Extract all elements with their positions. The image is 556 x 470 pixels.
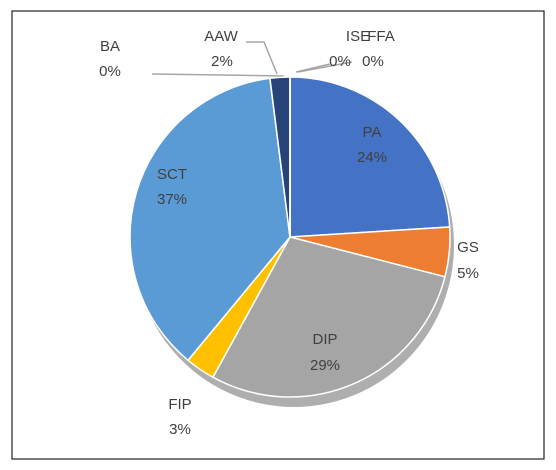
leader-line	[151, 73, 285, 77]
value-label: 3%	[169, 421, 191, 438]
pie-slice	[211, 236, 446, 398]
pie-slice	[129, 77, 291, 362]
pie-slice	[289, 76, 451, 238]
value-label: 2%	[211, 53, 233, 70]
value-label: 29%	[310, 357, 340, 374]
category-label: ISE	[346, 28, 370, 45]
leader-lines	[151, 41, 353, 77]
category-label: DIP	[312, 331, 337, 348]
slices	[129, 76, 451, 398]
category-label: PA	[363, 124, 382, 141]
value-label: 5%	[457, 265, 479, 282]
value-label: 24%	[357, 149, 387, 166]
category-label: AAW	[204, 28, 238, 45]
category-label: FIP	[168, 396, 191, 413]
value-label: 0%	[99, 63, 121, 80]
leader-line	[297, 61, 353, 73]
category-label: SCT	[157, 166, 187, 183]
labels: PA 24% GS 5% DIP 29% FIP 3% SCT 37% BA 0% AAW 2% ISE 0%…	[99, 28, 479, 438]
category-label: FFA	[367, 28, 395, 45]
category-label: GS	[457, 239, 479, 256]
value-label: 0%	[362, 53, 384, 70]
leader-line	[246, 41, 278, 75]
value-label: 0%	[329, 53, 351, 70]
value-label: 37%	[157, 191, 187, 208]
category-label: BA	[100, 38, 120, 55]
